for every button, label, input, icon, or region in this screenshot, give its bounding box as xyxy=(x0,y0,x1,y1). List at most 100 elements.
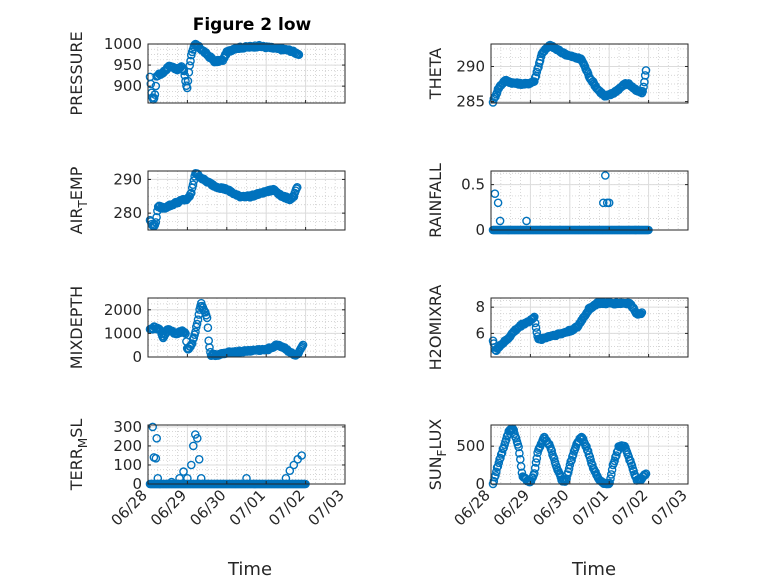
y-axis-label: RAINFALL xyxy=(426,163,445,238)
data-point xyxy=(639,82,648,92)
data-point xyxy=(494,458,504,468)
data-point xyxy=(641,66,651,75)
subplot-6: 6 8 H2OMIXRA xyxy=(426,285,689,371)
data-point xyxy=(497,448,507,458)
data-point xyxy=(298,340,308,350)
y-axis-label: H2OMIXRA xyxy=(426,285,445,371)
axes-box xyxy=(490,297,689,358)
axes-box xyxy=(490,424,689,485)
data-point xyxy=(146,79,156,89)
data-point xyxy=(495,216,505,226)
data-point xyxy=(530,77,539,86)
plot-area xyxy=(491,171,688,230)
data-point xyxy=(501,435,511,444)
data-point xyxy=(186,56,195,66)
data-point xyxy=(181,329,190,338)
y-tick-label: 1000 xyxy=(104,35,142,53)
y-tick-label: 100 xyxy=(113,456,142,474)
data-point xyxy=(610,456,619,466)
data-point xyxy=(188,441,198,451)
data-point xyxy=(183,76,193,86)
data-point xyxy=(192,433,202,443)
y-axis-label: THETA xyxy=(426,48,445,100)
subplot-3: 280 290 AIRTEMP xyxy=(67,166,346,234)
data-point xyxy=(188,180,198,189)
data-point xyxy=(531,323,541,332)
data-point xyxy=(530,318,540,328)
data-point xyxy=(289,192,299,201)
data-point xyxy=(532,454,542,463)
x-tick-label: 07/02 xyxy=(608,486,651,529)
data-point xyxy=(203,323,213,333)
data-point xyxy=(530,463,540,473)
x-axis-label-left: Time xyxy=(227,559,272,580)
data-point xyxy=(293,49,303,59)
data-point xyxy=(491,467,501,477)
data-point xyxy=(179,467,188,476)
y-axis-label: SUNFLUX xyxy=(426,419,449,491)
x-tick-label: 07/01 xyxy=(569,486,612,529)
y-tick-label: 8 xyxy=(475,298,485,316)
y-tick-label: 900 xyxy=(113,77,142,95)
axes-box xyxy=(147,170,346,231)
data-point xyxy=(196,473,206,483)
data-point xyxy=(612,451,621,460)
x-tick-label: 06/29 xyxy=(147,486,190,529)
data-point xyxy=(607,470,616,479)
data-point xyxy=(294,50,304,60)
data-point xyxy=(202,313,212,323)
y-tick-label: 300 xyxy=(113,418,142,436)
y-axis-label: MIXDEPTH xyxy=(67,286,86,369)
data-point xyxy=(187,339,197,348)
x-axis-label-right: Time xyxy=(571,559,616,580)
x-tick-label: 06/29 xyxy=(490,486,533,529)
data-point xyxy=(152,212,161,222)
data-point xyxy=(242,473,251,483)
data-point xyxy=(599,198,608,208)
data-point xyxy=(582,442,591,451)
data-point xyxy=(175,473,184,483)
y-tick-label: 0 xyxy=(132,475,142,493)
data-point xyxy=(151,81,161,91)
data-point xyxy=(192,319,202,329)
data-point xyxy=(496,453,505,463)
x-tick-label: 07/02 xyxy=(265,486,308,529)
data-point xyxy=(205,343,214,352)
data-point xyxy=(583,446,593,456)
x-tick-label: 06/28 xyxy=(451,486,494,529)
y-tick-label: 0.5 xyxy=(461,176,485,194)
data-point xyxy=(151,218,161,227)
y-tick-label: 500 xyxy=(456,437,485,455)
data-point xyxy=(193,315,203,325)
data-point xyxy=(285,466,295,476)
data-point xyxy=(281,473,291,483)
axes-box xyxy=(490,170,689,231)
y-tick-label: 285 xyxy=(456,93,485,111)
data-point xyxy=(153,473,163,483)
data-point xyxy=(641,469,651,479)
data-point xyxy=(489,476,499,486)
data-point xyxy=(174,64,184,74)
x-tick-label: 06/30 xyxy=(529,486,572,529)
data-point xyxy=(531,458,541,467)
data-point xyxy=(493,198,503,208)
data-point xyxy=(152,433,161,443)
y-tick-label: 0 xyxy=(475,475,485,493)
data-point xyxy=(186,460,196,470)
y-axis-label: TERRMSL xyxy=(67,419,90,492)
data-point xyxy=(186,189,195,199)
axes-box xyxy=(490,43,689,104)
axes-box xyxy=(147,43,346,104)
y-axis-label: AIRTEMP xyxy=(67,166,90,234)
data-point xyxy=(514,442,523,452)
y-tick-label: 6 xyxy=(475,324,485,342)
axes-box xyxy=(147,297,346,358)
subplot-1: 900 950 1000 PRESSURE xyxy=(67,31,346,116)
data-point xyxy=(167,477,176,487)
x-tick-label: 06/28 xyxy=(108,486,151,529)
subplot-2: 285 290 THETA xyxy=(426,40,689,111)
